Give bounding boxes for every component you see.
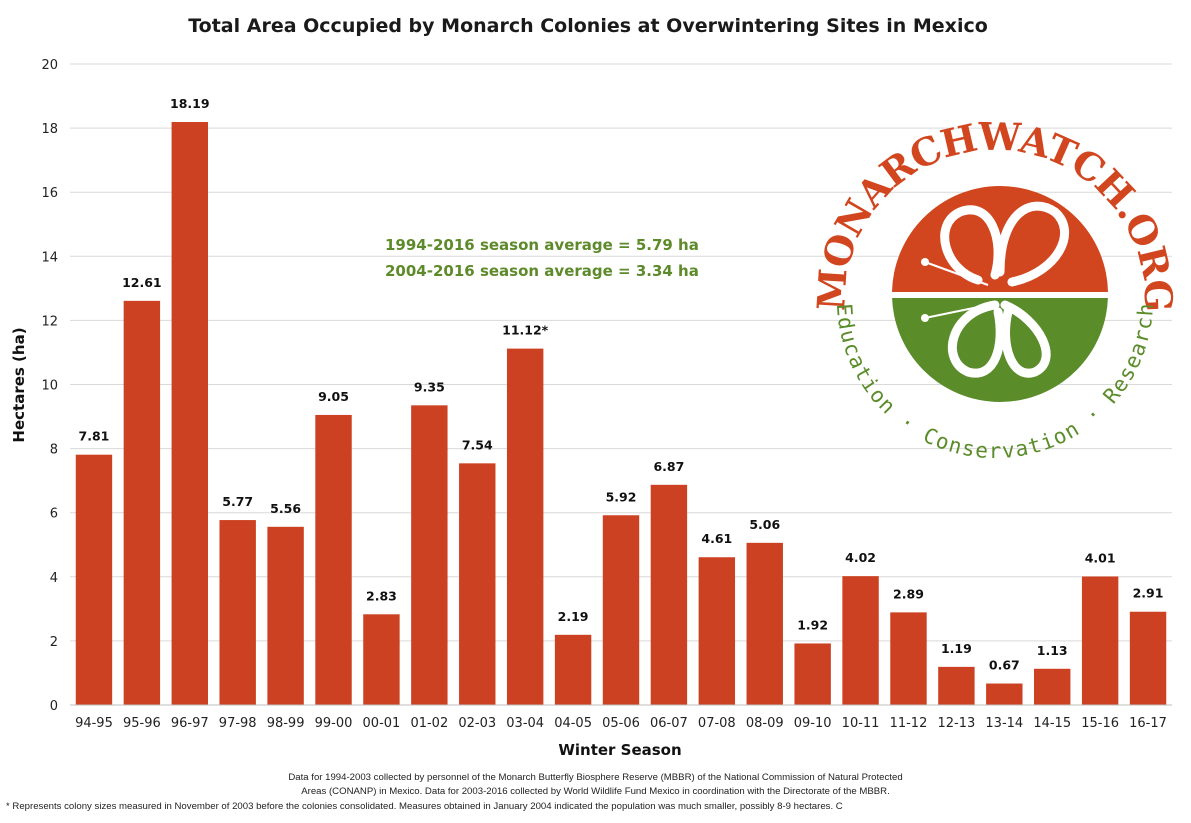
bar-98-99 — [267, 526, 304, 705]
monarch-colony-chart: Total Area Occupied by Monarch Colonies … — [10, 15, 1182, 759]
x-tick-label: 14-15 — [1033, 716, 1071, 731]
bar-09-10 — [794, 643, 831, 705]
x-tick-label: 12-13 — [938, 716, 976, 731]
data-label: 2.89 — [893, 586, 924, 601]
bar-07-08 — [698, 557, 736, 705]
bar-06-07 — [650, 484, 688, 705]
x-tick-label: 16-17 — [1129, 716, 1167, 731]
data-label: 6.87 — [653, 459, 684, 474]
x-axis-ticks: 94-95 95-96 96-97 97-98 98-99 99-00 00-01 01-02… — [75, 716, 1167, 731]
data-label: 1.92 — [797, 617, 828, 632]
y-tick-label: 6 — [50, 507, 58, 522]
bar-00-01 — [363, 614, 400, 705]
x-tick-label: 04-05 — [554, 716, 592, 731]
footnote-line-3: * Represents colony sizes measured in No… — [6, 801, 843, 812]
bar-99-00 — [315, 414, 352, 705]
data-label: 4.02 — [845, 550, 876, 565]
bar-95-96 — [123, 300, 161, 705]
data-label: 12.61 — [122, 275, 162, 290]
bar-96-97 — [171, 122, 208, 705]
data-label: 1.13 — [1037, 643, 1068, 658]
y-tick-label: 2 — [50, 635, 58, 650]
bar-14-15 — [1034, 668, 1071, 705]
x-tick-label: 00-01 — [363, 716, 401, 731]
y-tick-label: 0 — [50, 699, 58, 714]
monarchwatch-logo: MONARCHWATCH.ORG Education · Conservatio… — [808, 114, 1182, 464]
data-label: 18.19 — [170, 96, 210, 111]
bar-11-12 — [890, 612, 927, 705]
bar-04-05 — [554, 634, 592, 705]
bar-05-06 — [602, 515, 640, 705]
x-tick-label: 06-07 — [650, 716, 688, 731]
bars — [75, 122, 1167, 705]
data-label: 4.01 — [1085, 550, 1116, 565]
x-tick-label: 95-96 — [123, 716, 161, 731]
x-tick-label: 96-97 — [171, 716, 209, 731]
y-tick-label: 10 — [41, 379, 58, 394]
bar-15-16 — [1081, 576, 1119, 705]
data-label: 2.19 — [558, 609, 589, 624]
bar-03-04 — [506, 348, 544, 705]
x-tick-label: 10-11 — [842, 716, 880, 731]
x-tick-label: 13-14 — [985, 716, 1023, 731]
chart-title: Total Area Occupied by Monarch Colonies … — [188, 15, 988, 37]
x-tick-label: 15-16 — [1081, 716, 1119, 731]
y-tick-label: 18 — [41, 122, 58, 137]
bar-02-03 — [459, 463, 496, 705]
x-tick-label: 07-08 — [698, 716, 736, 731]
x-axis-label: Winter Season — [558, 741, 681, 759]
data-label: 9.35 — [414, 379, 445, 394]
y-axis-ticks: 0 2 4 6 8 10 12 14 16 18 20 — [41, 58, 58, 714]
bar-01-02 — [411, 405, 448, 705]
footnote-line-1: Data for 1994-2003 collected by personne… — [288, 772, 903, 783]
x-tick-label: 03-04 — [506, 716, 544, 731]
y-axis-label: Hectares (ha) — [10, 327, 28, 442]
butterfly-icon — [940, 201, 1069, 378]
y-tick-label: 4 — [50, 571, 58, 586]
data-label: 1.19 — [941, 641, 972, 656]
x-tick-label: 05-06 — [602, 716, 640, 731]
x-tick-label: 01-02 — [410, 716, 448, 731]
bar-08-09 — [746, 542, 783, 705]
x-tick-label: 11-12 — [890, 716, 928, 731]
x-tick-label: 02-03 — [458, 716, 496, 731]
data-label: 2.91 — [1133, 586, 1164, 601]
bar-16-17 — [1129, 611, 1167, 705]
x-tick-label: 98-99 — [267, 716, 305, 731]
y-tick-label: 14 — [41, 250, 58, 265]
y-tick-label: 16 — [41, 186, 58, 201]
data-label: 7.54 — [462, 437, 493, 452]
bar-12-13 — [938, 666, 975, 705]
data-label: 5.06 — [749, 517, 780, 532]
data-label: 5.77 — [222, 494, 253, 509]
average-annotation-1994-2016: 1994-2016 season average = 5.79 ha — [385, 236, 699, 254]
data-label: 7.81 — [79, 429, 110, 444]
data-labels: 7.81 12.61 18.19 5.77 5.56 9.05 2.83 9.35 7.54 11… — [79, 96, 1164, 673]
data-label: 5.56 — [270, 501, 301, 516]
x-tick-label: 08-09 — [746, 716, 784, 731]
average-annotation-2004-2016: 2004-2016 season average = 3.34 ha — [385, 262, 699, 280]
footnote-line-2: Areas (CONANP) in Mexico. Data for 2003-… — [301, 786, 890, 797]
x-tick-label: 94-95 — [75, 716, 113, 731]
bar-10-11 — [842, 576, 879, 705]
x-tick-label: 99-00 — [315, 716, 353, 731]
data-label: 11.12* — [502, 323, 549, 338]
data-label: 9.05 — [318, 389, 349, 404]
x-tick-label: 97-98 — [219, 716, 257, 731]
x-tick-label: 09-10 — [794, 716, 832, 731]
bar-94-95 — [75, 454, 113, 705]
data-label: 5.92 — [606, 489, 637, 504]
data-label: 4.61 — [701, 531, 732, 546]
y-tick-label: 8 — [50, 443, 58, 458]
bar-13-14 — [986, 683, 1023, 705]
y-tick-label: 20 — [41, 58, 58, 73]
data-label: 0.67 — [989, 658, 1020, 673]
data-label: 2.83 — [366, 588, 397, 603]
y-tick-label: 12 — [41, 314, 58, 329]
bar-97-98 — [219, 520, 256, 705]
